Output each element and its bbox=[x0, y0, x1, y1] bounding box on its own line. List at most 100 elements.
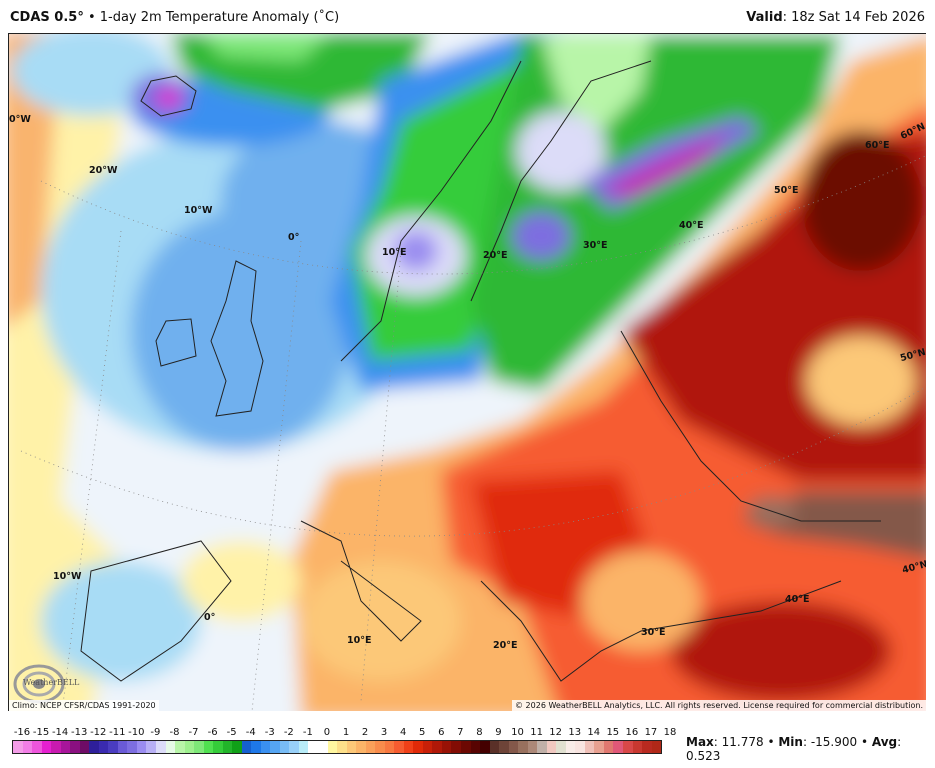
colorbar-tick-label: 17 bbox=[644, 727, 658, 738]
graticule-label: 30°E bbox=[641, 627, 666, 638]
colorbar-cell bbox=[117, 741, 128, 753]
colorbar-cell bbox=[289, 741, 299, 753]
colorbar-cell bbox=[394, 741, 404, 753]
colorbar-cell bbox=[22, 741, 33, 753]
colorbar-tick-label: 13 bbox=[568, 727, 582, 738]
colorbar-cell bbox=[13, 741, 23, 753]
colorbar-tick-label: 14 bbox=[587, 727, 601, 738]
avg-label: Avg bbox=[871, 735, 898, 749]
separator: • bbox=[83, 10, 100, 25]
anomaly-map[interactable]: 0°W 20°W 10°W 0° 10°E 20°E 30°E 40°E 50°… bbox=[8, 33, 926, 711]
colorbar-cell bbox=[241, 741, 252, 753]
colorbar-cell bbox=[327, 741, 338, 753]
copyright: © 2026 WeatherBELL Analytics, LLC. All r… bbox=[512, 700, 926, 711]
colorbar-cell bbox=[270, 741, 280, 753]
colorbar-cell bbox=[136, 741, 147, 753]
separator: • bbox=[763, 735, 779, 749]
colorbar-cell bbox=[441, 741, 452, 753]
colorbar-cell bbox=[413, 741, 423, 753]
colorbar-tick-label: 8 bbox=[476, 727, 483, 738]
colorbar-tick-label: -12 bbox=[90, 727, 107, 738]
colorbar-ticks: -16 -15 -14 -13 -12 -11 -10 -9 -8 -7 -6 -5 -4 -3 -2 -1 0… bbox=[12, 727, 677, 739]
colorbar-cell bbox=[337, 741, 347, 753]
colorbar-cell bbox=[584, 741, 595, 753]
colorbar-cell bbox=[127, 741, 137, 753]
colorbar-cell bbox=[384, 741, 395, 753]
colorbar-cell bbox=[603, 741, 614, 753]
colorbar-cell bbox=[642, 741, 652, 753]
valid-time: Valid: 18z Sat 14 Feb 2026 bbox=[746, 10, 925, 25]
colorbar-tick-label: 11 bbox=[530, 727, 543, 738]
graticule-label: 0° bbox=[204, 612, 216, 623]
min-value: : -15.900 bbox=[802, 735, 858, 749]
colorbar-cell bbox=[623, 741, 633, 753]
avg-value: : 0.523 bbox=[686, 735, 902, 763]
colorbar-cell bbox=[356, 741, 366, 753]
colorbar-tick-label: -9 bbox=[150, 727, 161, 738]
max-value: : 11.778 bbox=[713, 735, 764, 749]
colorbar-tick-label: -11 bbox=[109, 727, 126, 738]
graticule-label: 10°E bbox=[382, 247, 407, 258]
valid-value: : 18z Sat 14 Feb 2026 bbox=[782, 10, 925, 25]
colorbar-tick-label: 7 bbox=[457, 727, 464, 738]
colorbar-tick-label: 16 bbox=[625, 727, 639, 738]
map-title: CDAS 0.5° • 1-day 2m Temperature Anomaly… bbox=[10, 10, 339, 25]
colorbar-cell bbox=[537, 741, 547, 753]
colorbar-cell bbox=[60, 741, 71, 753]
climo-source: Climo: NCEP CFSR/CDAS 1991-2020 bbox=[9, 700, 159, 711]
graticule-label: 30°E bbox=[583, 240, 608, 251]
colorbar-cell bbox=[260, 741, 271, 753]
colorbar-cell bbox=[460, 741, 471, 753]
colorbar-tick-label: 9 bbox=[495, 727, 502, 738]
colorbar-cell bbox=[308, 741, 318, 753]
colorbar-cell bbox=[632, 741, 643, 753]
colorbar-tick-label: -8 bbox=[169, 727, 180, 738]
colorbar-tick-label: 0 bbox=[323, 727, 331, 738]
colorbar-cell bbox=[41, 741, 52, 753]
colorbar-cell bbox=[565, 741, 576, 753]
colorbar-cell bbox=[194, 741, 204, 753]
colorbar-cell bbox=[432, 741, 442, 753]
graticule-label: 10°W bbox=[184, 205, 213, 216]
separator: • bbox=[857, 735, 872, 749]
colorbar-cell bbox=[155, 741, 166, 753]
colorbar-cell bbox=[279, 741, 290, 753]
colorbar-cell bbox=[403, 741, 414, 753]
colorbar-cell bbox=[480, 741, 490, 753]
graticule-label: 50°E bbox=[774, 185, 799, 196]
colorbar-tick-label: -7 bbox=[188, 727, 199, 738]
colorbar-cell bbox=[232, 741, 242, 753]
colorbar-tick-label: -6 bbox=[207, 727, 218, 738]
colorbar-cell bbox=[203, 741, 214, 753]
colorbar-tick-label: -1 bbox=[302, 727, 313, 738]
colorbar-cell bbox=[251, 741, 261, 753]
colorbar-cell bbox=[346, 741, 357, 753]
model-name: CDAS 0.5 bbox=[10, 10, 78, 25]
colorbar-tick-label: 1 bbox=[342, 727, 350, 738]
colorbar-cell bbox=[222, 741, 233, 753]
field-stats: Max: 11.778 • Min: -15.900 • Avg: 0.523 bbox=[686, 735, 935, 763]
graticule-label: 20°W bbox=[89, 165, 118, 176]
colorbar-cell bbox=[375, 741, 385, 753]
colorbar-tick-label: 5 bbox=[419, 727, 426, 738]
graticule-label: 0° bbox=[288, 232, 300, 243]
colorbar-tick-label: -10 bbox=[128, 727, 145, 738]
colorbar-cell bbox=[165, 741, 176, 753]
colorbar-tick-label: -2 bbox=[283, 727, 294, 738]
colorbar-tick-label: 12 bbox=[549, 727, 563, 738]
colorbar-cell bbox=[79, 741, 90, 753]
colorbar-tick-label: -5 bbox=[226, 727, 237, 738]
min-label: Min bbox=[778, 735, 803, 749]
colorbar-cell bbox=[318, 741, 328, 753]
colorbar-cell bbox=[518, 741, 528, 753]
colorbar-cell bbox=[70, 741, 80, 753]
colorbar-cell bbox=[298, 741, 309, 753]
colorbar-tick-label: 4 bbox=[399, 727, 407, 738]
colorbar-cell bbox=[651, 741, 662, 753]
graticule-label: 60°E bbox=[865, 140, 890, 151]
colorbar-cell bbox=[184, 741, 195, 753]
valid-label: Valid bbox=[746, 10, 783, 25]
graticule-label: 0°W bbox=[9, 114, 31, 125]
colorbar-tick-label: -4 bbox=[245, 727, 256, 738]
colorbar-cell bbox=[175, 741, 185, 753]
